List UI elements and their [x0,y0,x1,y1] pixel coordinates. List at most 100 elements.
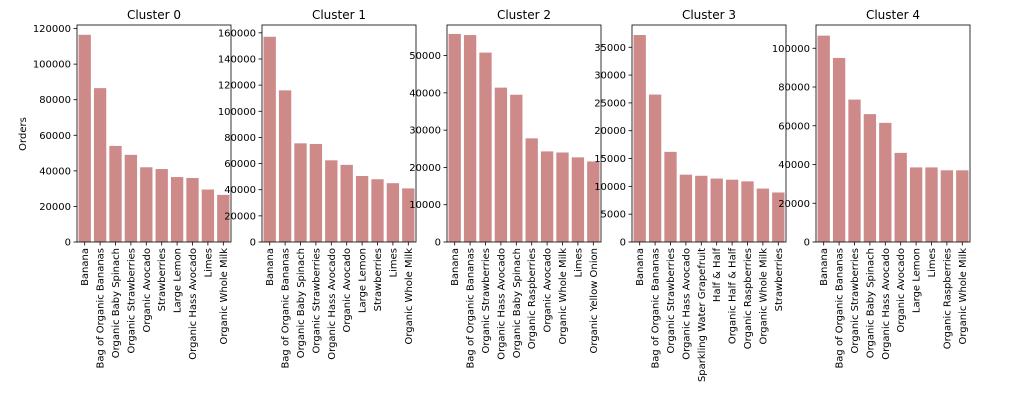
y-tick-label: 60000 [778,121,810,132]
bar [278,90,292,242]
y-tick-label: 120000 [218,81,256,92]
y-tick-label: 30000 [409,126,441,137]
bar [556,152,569,242]
x-tick-label: Organic Hass Avocado [327,248,338,360]
x-tick-label: Banana [819,248,830,286]
y-tick-label: 80000 [224,133,256,144]
x-tick-label: Bag of Organic Bananas [466,248,477,369]
axes-frame [76,24,232,243]
x-tick-label: Organic Whole Milk [219,248,230,345]
y-tick-label: 40000 [39,166,71,177]
bar [909,167,923,242]
y-tick-label: 80000 [39,95,71,106]
bar [309,143,323,242]
bar [93,88,107,243]
bar [648,94,662,242]
x-tick-label: Organic Yellow Onion [589,248,600,353]
bar [710,178,723,242]
bar [894,152,907,242]
y-tick-label: 80000 [778,83,810,94]
x-tick-label: Large Lemon [912,248,923,313]
bar [479,52,492,242]
y-tick-label: 160000 [218,28,256,39]
x-tick-label: Organic Strawberries [311,248,322,353]
x-tick-label: Organic Baby Spinach [111,248,122,358]
x-tick-label: Organic Strawberries [850,248,861,353]
bar [925,167,938,242]
bar [679,174,693,242]
y-tick-label: 0 [250,238,256,249]
x-tick-label: Organic Hass Avocado [188,248,199,360]
bar [741,181,754,242]
x-tick-label: Organic Raspberries [942,248,953,349]
chart-panel-1: Cluster 1 Banana Bag of Organic Bananas Org… [218,8,417,369]
bar [186,177,199,242]
x-tick-label: Organic Avocado [896,248,907,332]
bar [664,151,677,242]
y-axis-label: Orders [18,117,29,151]
panel-title: Cluster 1 [312,8,366,22]
panel-title: Cluster 0 [127,8,181,22]
bar [525,138,538,242]
x-tick-label: Organic Baby Spinach [865,248,876,358]
bar [355,175,369,242]
y-tick-label: 40000 [224,185,256,196]
x-tick-label: Organic Half & Half [728,248,739,345]
bar [587,161,600,242]
bar [448,33,461,242]
x-tick-label: Strawberries [373,248,384,311]
x-tick-label: Limes [927,248,938,277]
bar [340,164,353,242]
chart-panel-3: Cluster 3 Banana Bag of Organic Bananas Org… [594,8,787,382]
x-tick-label: Organic Strawberries [666,248,677,353]
x-tick-label: Limes [203,248,214,277]
x-tick-label: Bag of Organic Bananas [96,248,107,369]
x-tick-label: Strawberries [774,248,785,311]
x-tick-label: Banana [80,248,91,286]
y-tick-label: 40000 [778,160,810,171]
y-tick-label: 10000 [409,200,441,211]
bar [170,177,184,242]
y-tick-label: 40000 [409,88,441,99]
x-tick-label: Banana [635,248,646,286]
bar [879,122,892,242]
bar [510,94,523,243]
x-tick-label: Organic Baby Spinach [296,248,307,358]
panel-title: Cluster 3 [682,8,736,22]
axes-frame [631,24,787,243]
x-tick-label: Bag of Organic Bananas [835,248,846,369]
bar [540,151,554,242]
y-tick-label: 20000 [594,126,626,137]
x-tick-label: Large Lemon [358,248,369,313]
x-tick-label: Organic Whole Milk [404,248,415,345]
y-tick-label: 100000 [33,60,71,71]
y-tick-label: 0 [620,238,626,249]
bar [695,175,708,242]
x-tick-label: Organic Avocado [543,248,554,332]
bar [633,35,646,243]
x-tick-label: Banana [450,248,461,286]
bar [571,157,585,242]
axes-frame [815,24,971,243]
axes-frame [446,24,602,243]
y-tick-label: 100000 [772,44,810,55]
y-tick-label: 25000 [594,98,626,109]
bar [940,170,954,242]
x-tick-label: Organic Hass Avocado [496,248,507,360]
y-tick-label: 20000 [778,199,810,210]
y-tick-label: 120000 [33,24,71,35]
bar [140,167,153,242]
bar [155,169,168,242]
x-tick-label: Banana [265,248,276,286]
y-tick-label: 30000 [594,71,626,82]
y-tick-label: 50000 [409,51,441,62]
x-tick-label: Organic Raspberries [527,248,538,349]
y-tick-label: 5000 [601,210,626,221]
chart-panel-2: Cluster 2 Banana Bag of Organic Bananas Org… [409,8,602,369]
y-tick-label: 20000 [224,211,256,222]
y-tick-label: 140000 [218,54,256,65]
x-tick-label: Organic Baby Spinach [512,248,523,358]
bar [386,183,400,242]
bar [463,35,477,242]
